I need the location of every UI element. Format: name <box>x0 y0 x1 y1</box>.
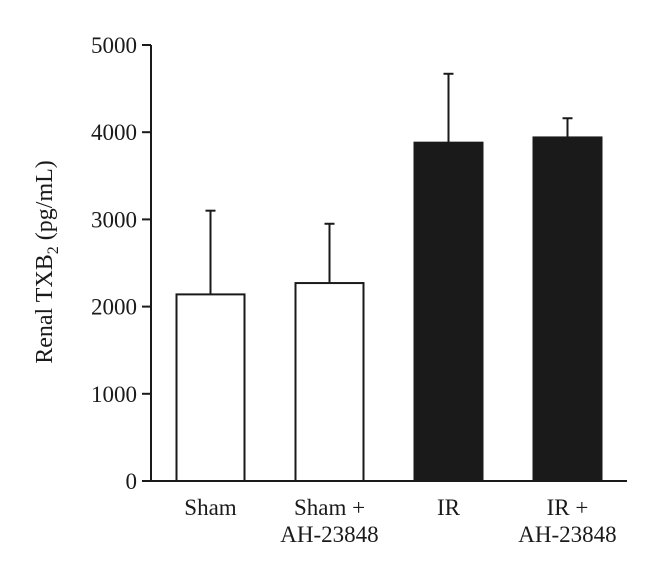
plot-area: 0 1000 2000 3000 4000 5000 Sham Sham + AH-23848 I… <box>91 33 627 547</box>
x-category-label-3: IR + AH-23848 <box>518 495 616 547</box>
bar-0 <box>175 293 246 482</box>
x-category-label-0: Sham <box>184 495 237 520</box>
bar-3 <box>532 136 603 482</box>
x-category-label-1: Sham + AH-23848 <box>280 495 378 547</box>
y-axis-title: Renal TXB2 (pg/mL) <box>32 160 62 364</box>
x-category-label-2: IR <box>437 495 461 520</box>
y-tick-label-2000: 2000 <box>91 295 137 320</box>
bar-1 <box>294 282 365 482</box>
y-tick-label-0: 0 <box>126 469 138 494</box>
y-axis-title-unit: (pg/mL) <box>32 160 58 246</box>
y-tick-label-4000: 4000 <box>91 120 137 145</box>
y-tick-label-5000: 5000 <box>91 33 137 58</box>
bar-2 <box>413 141 484 482</box>
y-tick-label-3000: 3000 <box>91 207 137 232</box>
y-axis-title-subscript: 2 <box>45 246 62 254</box>
y-tick-label-1000: 1000 <box>91 382 137 407</box>
